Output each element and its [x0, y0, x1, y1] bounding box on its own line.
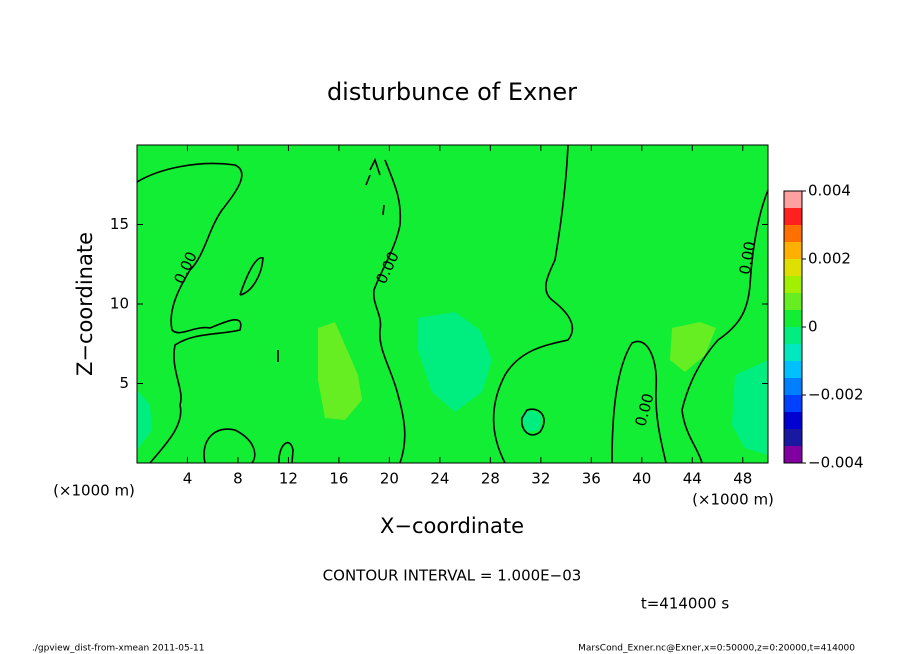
footer-right: MarsCond_Exner.nc@Exner,x=0:50000,z=0:20… — [578, 644, 855, 654]
x-tick-label: 36 — [582, 470, 601, 488]
x-unit: (×1000 m) — [692, 491, 774, 509]
y-tick-label: 5 — [119, 374, 129, 392]
colorbar-tick-label: 0.004 — [808, 182, 851, 200]
colorbar-band — [784, 412, 802, 429]
contour-region — [318, 322, 362, 420]
chart-title: disturbunce of Exner — [327, 78, 577, 106]
y-axis-label: Z−coordinate — [73, 232, 97, 376]
x-tick-label: 44 — [683, 470, 702, 488]
contour-line — [239, 257, 264, 296]
colorbar-tick-label: 0 — [808, 318, 818, 336]
colorbar-band — [784, 242, 802, 259]
field-background — [137, 145, 768, 463]
colorbar-band — [784, 327, 802, 344]
contour-interval: CONTOUR INTERVAL = 1.000E−03 — [323, 567, 582, 585]
x-axis-label: X−coordinate — [380, 514, 524, 538]
time-label: t=414000 s — [641, 595, 729, 613]
x-tick-label: 16 — [329, 470, 348, 488]
contour-line — [136, 162, 243, 464]
contour-line — [611, 340, 667, 464]
x-tick-label: 8 — [233, 470, 243, 488]
colorbar-band — [784, 310, 802, 327]
y-tick-label: 10 — [110, 295, 129, 313]
contour-line — [278, 441, 294, 464]
colorbar-band — [784, 293, 802, 310]
x-tick-label: 40 — [632, 470, 651, 488]
contour-line — [520, 408, 545, 436]
footer-left: ./gpview_dist-from-xmean 2011-05-11 — [32, 644, 204, 654]
x-tick-label: 20 — [380, 470, 399, 488]
contour-lines — [136, 144, 769, 464]
colorbar-band — [784, 344, 802, 361]
colorbar-band — [784, 361, 802, 378]
colorbar-band — [784, 395, 802, 412]
y-unit: (×1000 m) — [53, 482, 135, 500]
x-tick-label: 28 — [481, 470, 500, 488]
contour-region — [137, 390, 152, 450]
x-tick-label: 32 — [531, 470, 550, 488]
x-tick-label: 4 — [183, 470, 193, 488]
contour-line — [373, 159, 406, 464]
x-tick-label: 24 — [430, 470, 449, 488]
colorbar-band — [784, 446, 802, 463]
y-tick-label: 15 — [110, 215, 129, 233]
contour-line — [203, 428, 256, 464]
colorbar-band — [784, 259, 802, 276]
contour-region — [670, 322, 716, 372]
contour-region — [418, 312, 492, 412]
colorbar-tick-label: −0.002 — [808, 386, 864, 404]
contour-line — [492, 144, 574, 464]
colorbar-band — [784, 378, 802, 395]
contour-region — [732, 360, 768, 455]
colorbar-band — [784, 429, 802, 446]
colorbar-band — [784, 225, 802, 242]
contour-line — [277, 157, 385, 362]
colorbar-tick-label: −0.004 — [808, 454, 864, 472]
x-tick-label: 48 — [733, 470, 752, 488]
colorbar-band — [784, 191, 802, 208]
colorbar-tick-label: 0.002 — [808, 250, 851, 268]
colorbar-band — [784, 276, 802, 293]
contour-label: 0.00 — [736, 240, 760, 276]
contour-line — [681, 189, 769, 464]
contour-region — [520, 410, 542, 432]
colorbar-band — [784, 208, 802, 225]
x-tick-label: 12 — [279, 470, 298, 488]
